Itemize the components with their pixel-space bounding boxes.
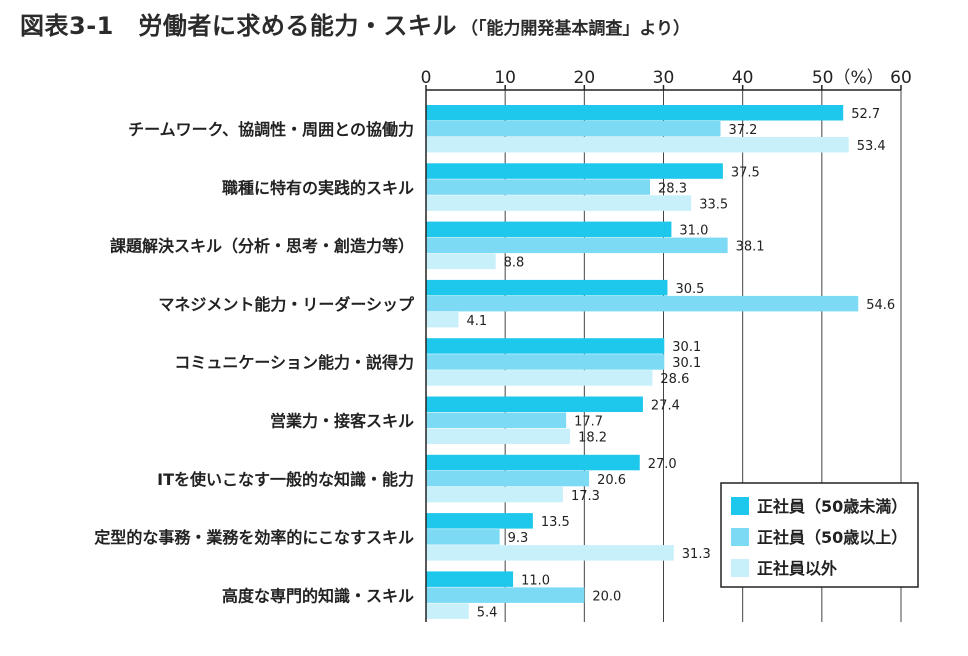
bar-value-label: 37.5 bbox=[731, 165, 760, 180]
x-tick-label: 30 bbox=[653, 68, 675, 88]
bar-value-label: 28.6 bbox=[660, 372, 689, 387]
bar-value-label: 20.0 bbox=[592, 589, 621, 604]
chart-title-main: 図表3-1 労働者に求める能力・スキル bbox=[20, 12, 457, 40]
category-label: 高度な専門的知識・スキル bbox=[222, 586, 414, 605]
bar-value-label: 5.4 bbox=[477, 605, 498, 620]
bar-value-label: 38.1 bbox=[736, 240, 765, 255]
bar bbox=[426, 253, 496, 270]
bar bbox=[426, 470, 590, 487]
bar bbox=[426, 486, 563, 503]
category-label: 定型的な事務・業務を効率的にこなすスキル bbox=[93, 528, 414, 547]
bar-value-label: 8.8 bbox=[504, 256, 525, 271]
bar-value-label: 17.3 bbox=[571, 489, 600, 504]
bar-value-label: 17.7 bbox=[574, 415, 603, 430]
bar bbox=[426, 396, 643, 412]
bar-value-label: 37.2 bbox=[729, 123, 758, 138]
bar-value-label: 27.0 bbox=[648, 457, 677, 472]
bar bbox=[426, 545, 674, 561]
legend-box bbox=[720, 482, 919, 588]
x-tick-label: 20 bbox=[574, 68, 596, 88]
bar bbox=[426, 279, 668, 296]
bar-value-label: 52.7 bbox=[851, 107, 880, 122]
bar bbox=[426, 221, 672, 238]
bar bbox=[426, 354, 665, 370]
bar-value-label: 4.1 bbox=[466, 314, 487, 329]
bar bbox=[426, 105, 844, 121]
bar-value-label: 31.3 bbox=[682, 547, 711, 562]
legend-swatch bbox=[731, 497, 749, 515]
bar bbox=[426, 195, 692, 211]
bar bbox=[426, 571, 514, 587]
bar-value-label: 13.5 bbox=[541, 515, 570, 530]
bar bbox=[426, 513, 533, 529]
category-label: 職種に特有の実践的スキル bbox=[222, 178, 414, 197]
bar-value-label: 30.1 bbox=[672, 356, 701, 371]
legend-swatch bbox=[731, 528, 749, 546]
x-tick-label: 40 bbox=[732, 68, 754, 88]
category-label: ITを使いこなす一般的な知識・能力 bbox=[157, 470, 414, 489]
bar bbox=[426, 428, 571, 444]
category-label: 営業力・接客スキル bbox=[270, 412, 414, 431]
x-tick-label: 50（%） bbox=[812, 68, 884, 88]
bar-value-label: 9.3 bbox=[508, 531, 529, 546]
bar-value-label: 18.2 bbox=[578, 431, 607, 446]
legend-label: 正社員（50歳以上） bbox=[757, 528, 907, 547]
bar bbox=[426, 121, 721, 137]
bar bbox=[426, 338, 665, 354]
x-tick-label: 60 bbox=[890, 68, 912, 88]
bar bbox=[426, 311, 459, 328]
bar bbox=[426, 163, 723, 179]
bar-value-label: 20.6 bbox=[597, 473, 626, 488]
bar-value-label: 11.0 bbox=[521, 573, 550, 588]
bar bbox=[426, 370, 653, 386]
legend-swatch bbox=[731, 559, 749, 577]
chart-title-sub: （「能力開発基本調査」より） bbox=[460, 19, 691, 39]
x-tick-label: 0 bbox=[421, 68, 432, 88]
legend-label: 正社員（50歳未満） bbox=[757, 497, 907, 516]
bar bbox=[426, 237, 728, 254]
bar bbox=[426, 179, 651, 195]
x-tick-label: 10 bbox=[494, 68, 516, 88]
category-label: 課題解決スキル（分析・思考・創造力等） bbox=[110, 237, 414, 256]
bar bbox=[426, 412, 567, 428]
bar bbox=[426, 454, 640, 471]
legend-label: 正社員以外 bbox=[757, 559, 837, 578]
bar-value-label: 27.4 bbox=[651, 399, 680, 414]
bar-value-label: 30.1 bbox=[672, 340, 701, 355]
bar-value-label: 28.3 bbox=[658, 181, 687, 196]
bar bbox=[426, 587, 585, 603]
category-label: コミュニケーション能力・説得力 bbox=[174, 353, 414, 372]
chart-title: 図表3-1 労働者に求める能力・スキル （「能力開発基本調査」より） bbox=[20, 6, 690, 46]
category-label: マネジメント能力・リーダーシップ bbox=[158, 295, 415, 314]
bar-value-label: 33.5 bbox=[699, 197, 728, 212]
category-label: チームワーク、協調性・周囲との協働力 bbox=[128, 120, 414, 139]
bar bbox=[426, 603, 469, 619]
bar-value-label: 31.0 bbox=[679, 224, 708, 239]
bar-value-label: 30.5 bbox=[675, 282, 704, 297]
bar-value-label: 53.4 bbox=[857, 139, 886, 154]
bar bbox=[426, 529, 500, 545]
bar bbox=[426, 295, 859, 312]
bar-value-label: 54.6 bbox=[866, 298, 895, 313]
bar bbox=[426, 137, 849, 153]
